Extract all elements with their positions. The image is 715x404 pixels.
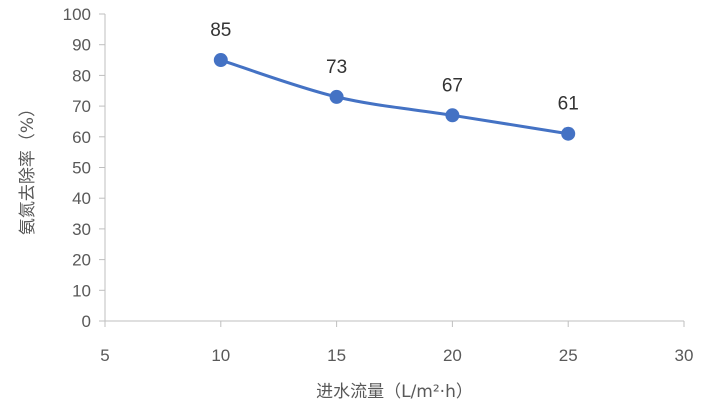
y-tick-label: 30	[72, 220, 91, 239]
y-tick-label: 90	[72, 36, 91, 55]
y-tick-label: 70	[72, 97, 91, 116]
y-tick-label: 0	[82, 312, 91, 331]
x-tick-label: 15	[327, 346, 346, 365]
series	[213, 53, 576, 141]
x-tick-label: 20	[443, 346, 462, 365]
data-label: 61	[558, 94, 579, 115]
y-tick-label: 20	[72, 251, 91, 270]
data-point-marker	[213, 53, 228, 68]
data-point-marker	[561, 126, 576, 141]
y-tick-label: 100	[63, 5, 91, 24]
data-point-marker	[329, 89, 344, 104]
series-line	[219, 58, 570, 136]
y-tick-label: 80	[72, 66, 91, 85]
x-tick-label: 5	[100, 346, 109, 365]
y-axis: 0 10 20 30 40 50 60 70 80 90 100	[63, 5, 106, 331]
x-tick-label: 10	[211, 346, 230, 365]
x-tick-label: 30	[675, 346, 694, 365]
data-label: 67	[442, 75, 463, 96]
y-tick-label: 40	[72, 189, 91, 208]
x-axis-title: 进水流量（L/m²·h）	[316, 382, 473, 402]
y-tick-label: 10	[72, 281, 91, 300]
data-labels: 85 73 67 61	[210, 20, 579, 115]
y-tick-label: 50	[72, 159, 91, 178]
y-tick-label: 60	[72, 128, 91, 147]
y-axis-title: 氨氮去除率（%）	[18, 100, 38, 235]
data-label: 73	[326, 57, 347, 78]
data-point-marker	[445, 108, 460, 123]
data-label: 85	[210, 20, 231, 41]
x-tick-label: 25	[559, 346, 578, 365]
x-axis: 5 10 15 20 25 30	[100, 320, 694, 365]
